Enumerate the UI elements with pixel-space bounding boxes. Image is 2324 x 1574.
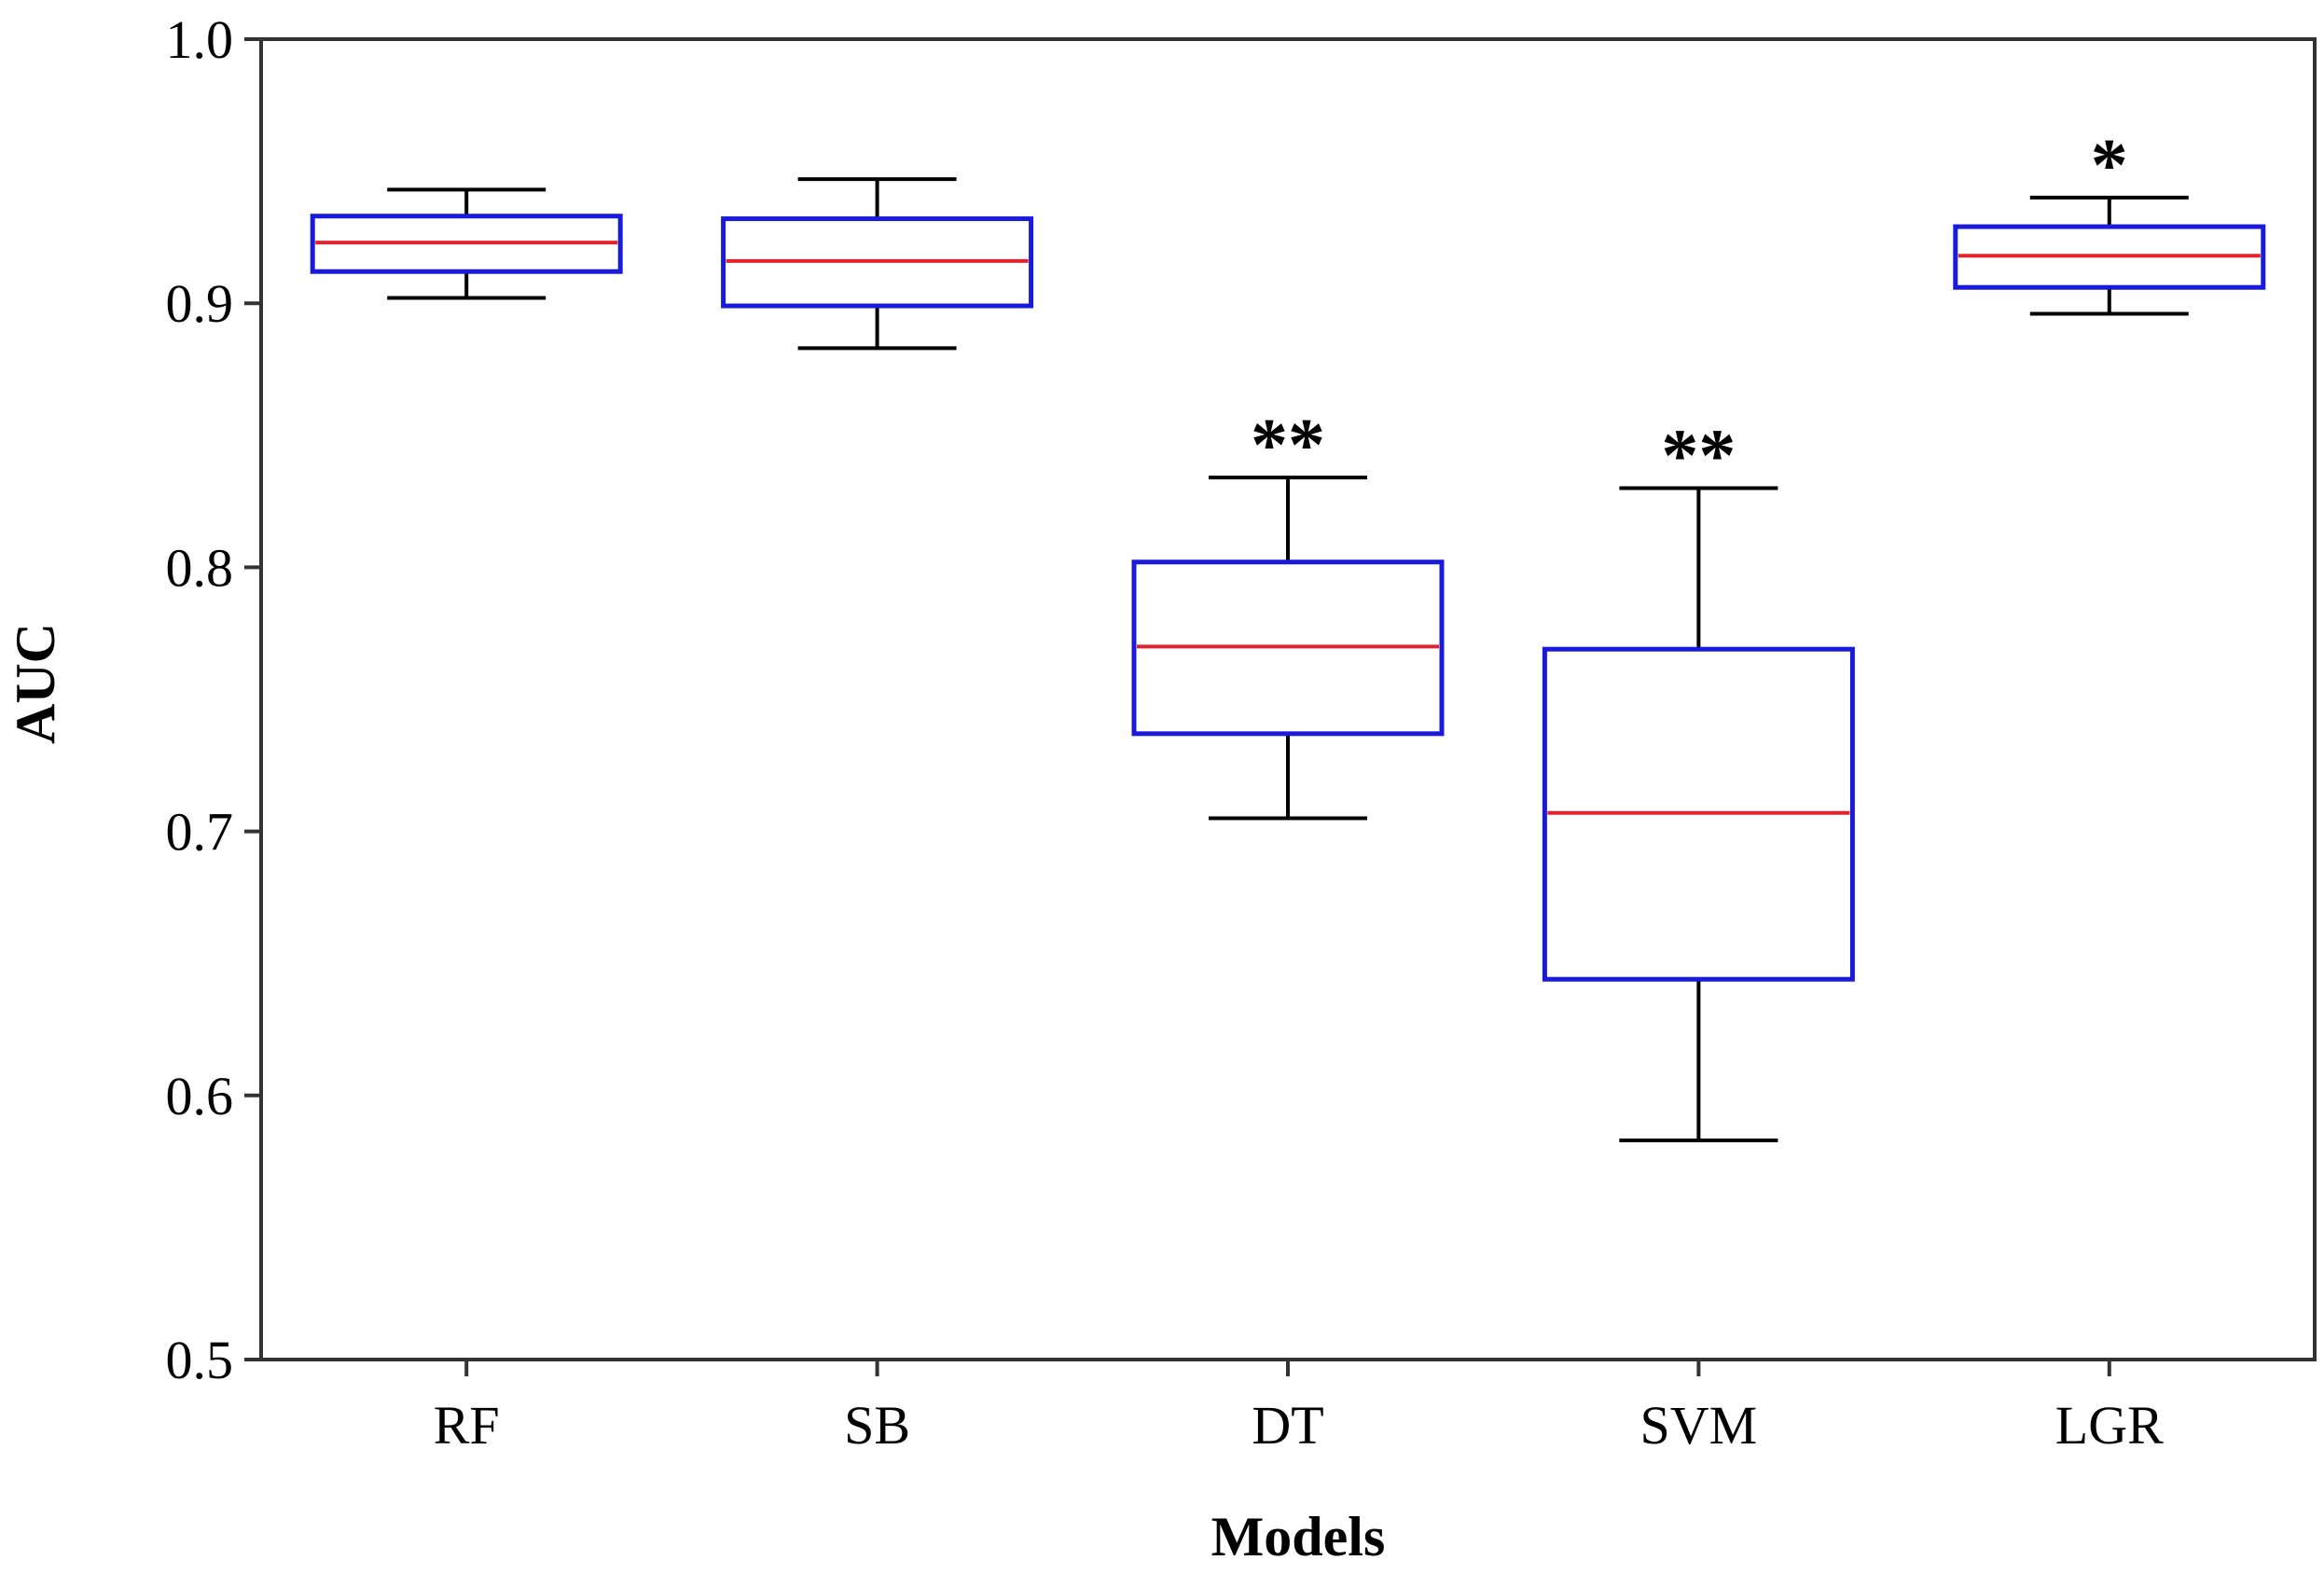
y-tick-label: 0.9 [166, 273, 234, 334]
box-dt: ** [1131, 405, 1445, 821]
box-lgr: * [1953, 125, 2266, 316]
x-tick-label: LGR [2055, 1395, 2164, 1456]
y-tick-label: 0.6 [166, 1066, 234, 1126]
significance-label: * [2091, 125, 2128, 207]
x-axis-title: Models [1211, 1506, 1386, 1567]
x-tick-label: RF [434, 1395, 500, 1456]
x-tick-label: DT [1252, 1395, 1323, 1456]
y-tick-label: 0.8 [166, 537, 234, 598]
box-sb [721, 177, 1034, 351]
box-svm: ** [1542, 415, 1855, 1142]
y-tick-label: 0.5 [166, 1330, 234, 1390]
box-rf [310, 187, 623, 300]
significance-label: ** [1661, 415, 1736, 497]
y-axis-title: AUC [5, 623, 66, 744]
boxes: ** *** [310, 125, 2266, 1142]
significance-label: ** [1251, 405, 1325, 487]
y-tick-label: 1.0 [166, 9, 234, 70]
x-tick-label: SB [844, 1395, 910, 1456]
y-axis: 0.5 0.6 0.7 0.8 0.9 1.0 [166, 9, 261, 1390]
x-axis: RF SB DT SVM LGR [434, 1360, 2164, 1456]
y-tick-label: 0.7 [166, 802, 234, 863]
x-tick-label: SVM [1640, 1395, 1758, 1456]
